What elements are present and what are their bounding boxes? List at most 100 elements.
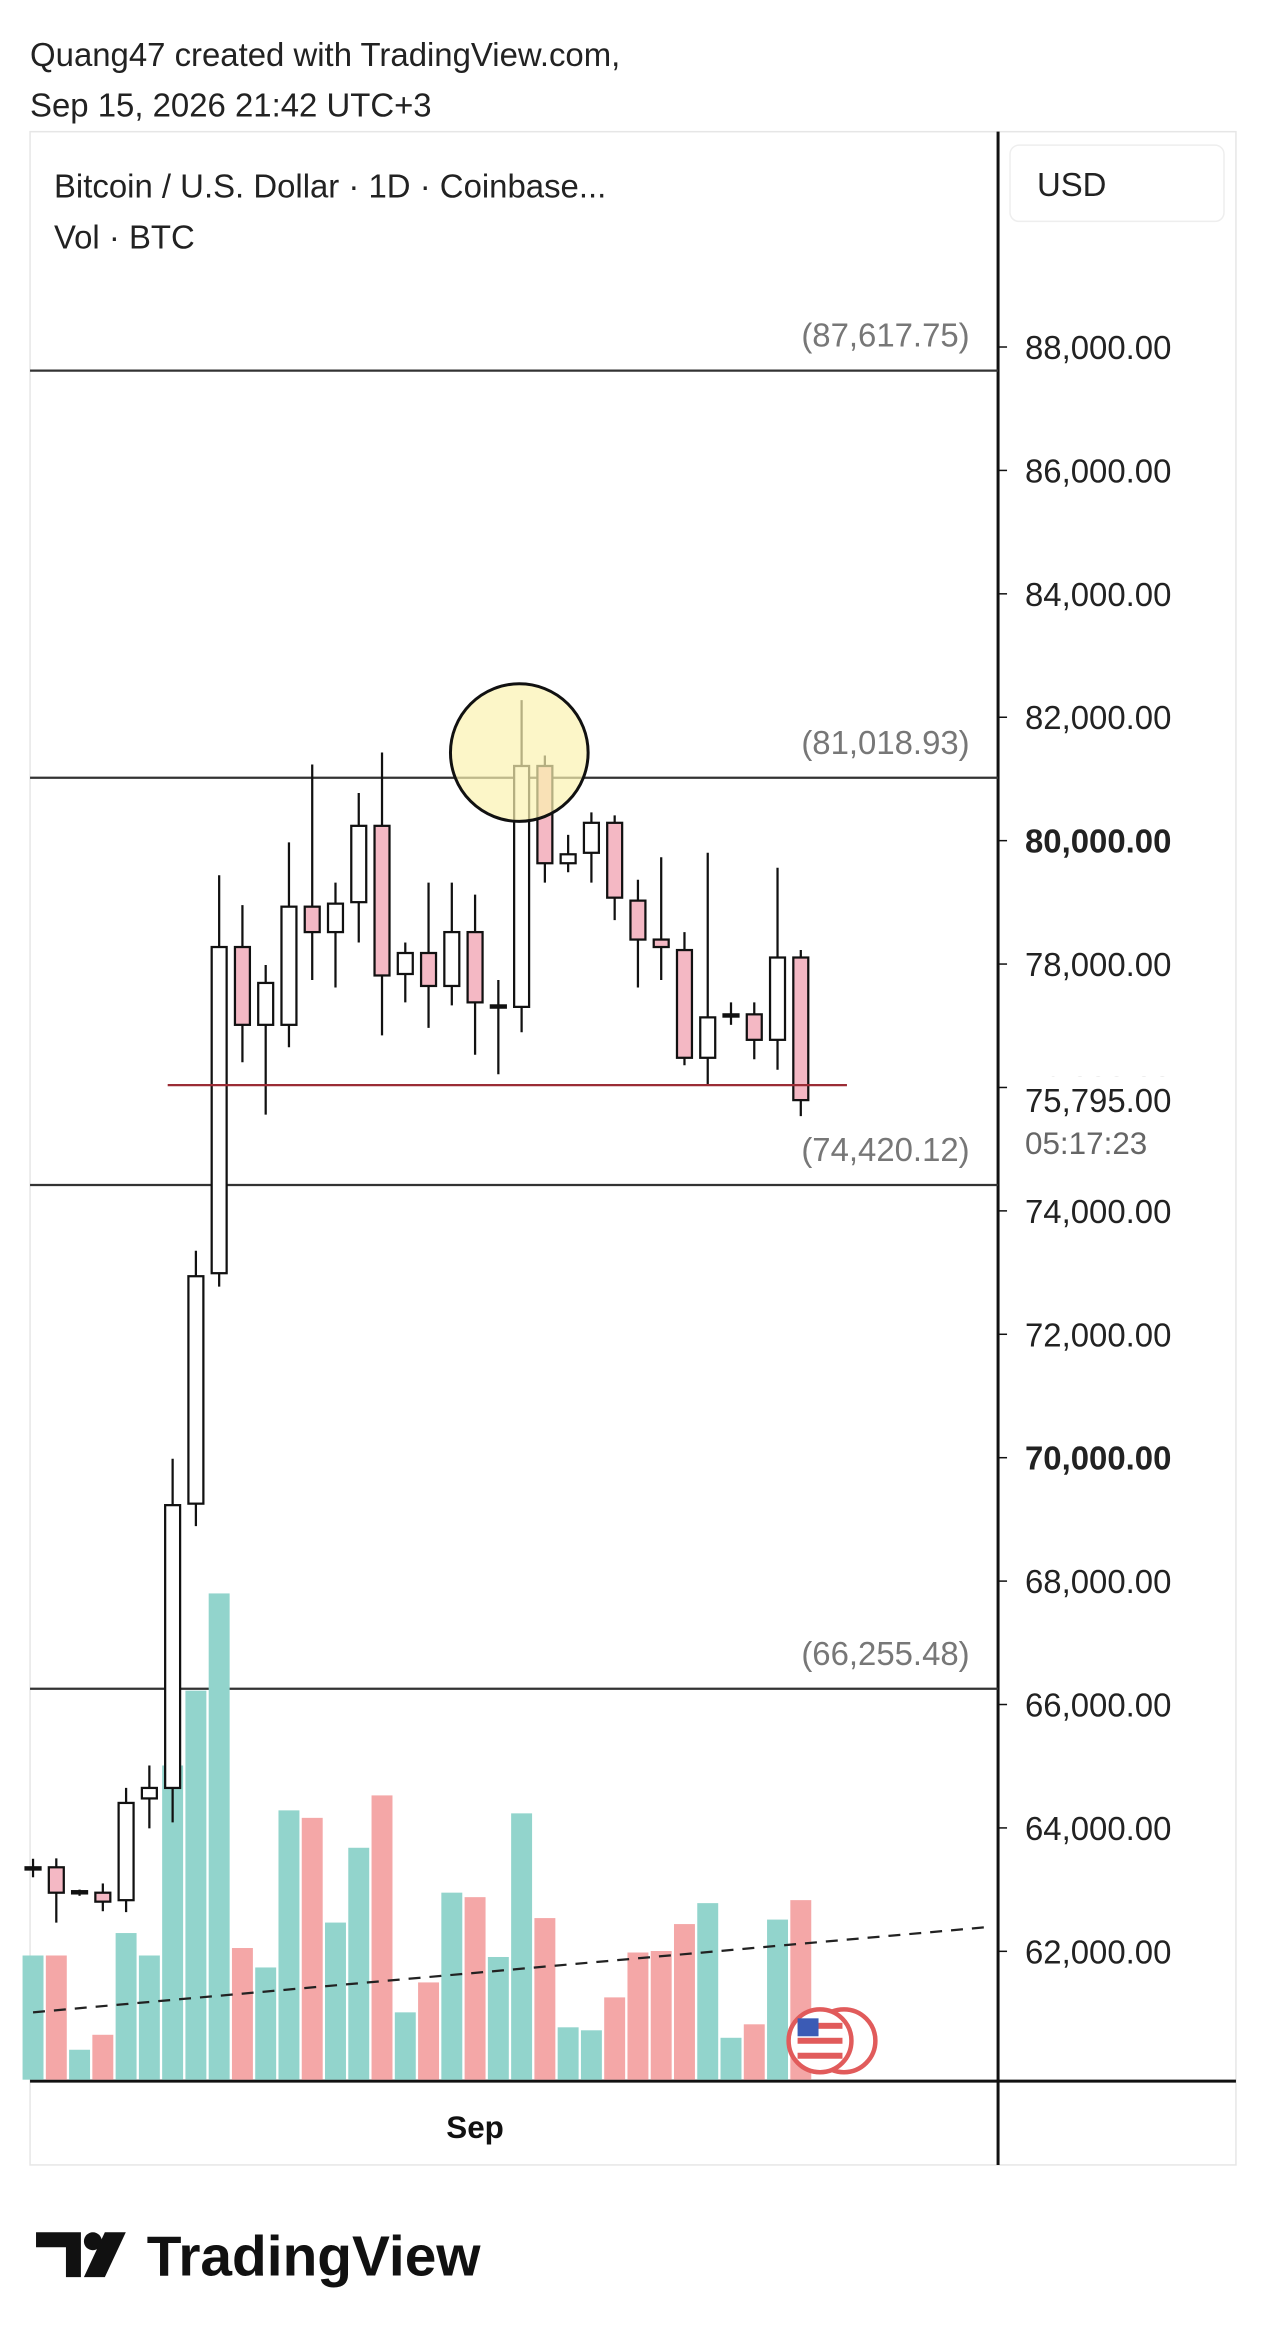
volume-bar xyxy=(325,1922,346,2080)
volume-bar xyxy=(604,1997,626,2080)
volume-bar xyxy=(441,1892,463,2080)
last-price-label: 75,795.00 xyxy=(1025,1082,1171,1119)
volume-bar xyxy=(650,1951,672,2080)
volume-bar xyxy=(394,2012,416,2080)
y-tick-label: 82,000.00 xyxy=(1025,699,1171,736)
volume-bar xyxy=(185,1690,207,2080)
flag-icons xyxy=(786,2007,878,2075)
y-tick-label: 84,000.00 xyxy=(1025,576,1171,613)
chart-subtitle: Vol · BTC xyxy=(54,218,195,255)
y-tick-label: 80,000.00 xyxy=(1025,823,1171,860)
flag-canton xyxy=(797,2018,819,2037)
candle-body xyxy=(326,902,345,934)
candle-body xyxy=(722,1013,740,1018)
flag-stripe xyxy=(797,2037,843,2044)
candle-body xyxy=(419,951,438,988)
volume-ma xyxy=(32,1925,988,2014)
volume-bar xyxy=(138,1955,160,2080)
candle-body xyxy=(164,1504,182,1790)
logo: TradingView xyxy=(36,2226,481,2289)
candle-body xyxy=(629,899,647,941)
candle-body xyxy=(675,948,694,1059)
volume-bar xyxy=(278,1810,300,2080)
candle-body xyxy=(582,821,601,854)
candle-body xyxy=(187,1275,205,1505)
candle-body xyxy=(373,824,391,977)
candle-body xyxy=(303,905,321,934)
logo-mark xyxy=(83,2232,102,2251)
candle-body xyxy=(140,1786,158,1800)
x-tick-label: Sep xyxy=(446,2110,504,2145)
volume-bar xyxy=(464,1897,486,2080)
volume-bar xyxy=(22,1955,44,2080)
chart-title: Bitcoin / U.S. Dollar · 1D · Coinbase... xyxy=(54,167,606,204)
volume-bar xyxy=(115,1933,137,2080)
candle-body xyxy=(210,945,228,1275)
currency-box[interactable] xyxy=(1009,144,1225,223)
level-label: (87,617.75) xyxy=(801,317,969,354)
candle-body xyxy=(280,905,298,1026)
candle-body xyxy=(443,930,461,988)
volume-bar xyxy=(92,2034,114,2080)
volume-bar xyxy=(208,1593,230,2080)
flag-stripe xyxy=(797,2022,843,2029)
volume-bar xyxy=(45,1955,67,2080)
last-price-box xyxy=(1017,1076,1227,1148)
y-tick-label: 70,000.00 xyxy=(1025,1440,1171,1477)
volume-bar xyxy=(487,1956,509,2080)
logo-text: TradingView xyxy=(147,2226,482,2289)
y-tick-label: 62,000.00 xyxy=(1025,1933,1171,1970)
level-label: (74,420.12) xyxy=(801,1131,969,1168)
highlight-circle xyxy=(448,682,590,823)
logo-mark xyxy=(36,2232,81,2278)
logo-mark xyxy=(83,2232,126,2278)
level-label: (81,018.93) xyxy=(801,724,969,761)
volume-bar xyxy=(511,1813,533,2080)
volume-bar xyxy=(255,1967,277,2080)
volume-bar xyxy=(580,2030,602,2080)
candle-body xyxy=(792,956,810,1102)
flag-stripe xyxy=(797,2052,843,2059)
level-label: (66,255.48) xyxy=(801,1635,969,1672)
candle-body xyxy=(699,1016,717,1059)
volume-bar xyxy=(348,1847,370,2080)
currency: USD xyxy=(1037,166,1106,203)
candle-body xyxy=(489,1004,507,1009)
y-tick-label: 68,000.00 xyxy=(1025,1563,1171,1600)
candle-body xyxy=(745,1013,763,1041)
y-tick-label: 72,000.00 xyxy=(1025,1316,1171,1353)
volume-bar xyxy=(767,1919,789,2080)
candle-body xyxy=(466,930,484,1004)
y-tick-label: 78,000.00 xyxy=(1025,946,1171,983)
y-tick-label: 88,000.00 xyxy=(1025,329,1171,366)
volume-bar xyxy=(557,2027,579,2080)
y-tick-label: 86,000.00 xyxy=(1025,452,1171,489)
volume-bar xyxy=(371,1795,393,2080)
candle-body xyxy=(606,821,624,899)
volume-bar xyxy=(534,1918,556,2080)
candle-body xyxy=(768,956,787,1041)
volume-bar xyxy=(627,1952,649,2080)
chart-frame xyxy=(29,130,1237,2166)
candle-body xyxy=(652,938,670,949)
y-tick-label: 74,000.00 xyxy=(1025,1193,1171,1230)
volume-bar xyxy=(673,1924,695,2080)
candle-body xyxy=(350,824,368,904)
volume-bar xyxy=(231,1948,253,2080)
volume-bar xyxy=(697,1903,719,2080)
candle-body xyxy=(117,1801,135,1902)
candle-body xyxy=(257,981,275,1026)
y-tick-label: 64,000.00 xyxy=(1025,1810,1171,1847)
candle-body xyxy=(70,1890,89,1895)
candle-body xyxy=(94,1891,112,1903)
countdown: 05:17:23 xyxy=(1025,1126,1147,1161)
volume-bar xyxy=(301,1817,323,2080)
credit: Quang47 created with TradingView.com, xyxy=(30,36,620,73)
candle-body xyxy=(47,1866,65,1894)
volume-bar xyxy=(743,2024,765,2080)
volume-bar xyxy=(418,1982,440,2080)
timestamp: Sep 15, 2026 21:42 UTC+3 xyxy=(30,87,432,124)
candle-body xyxy=(559,853,577,865)
volume-bar xyxy=(69,2049,91,2080)
